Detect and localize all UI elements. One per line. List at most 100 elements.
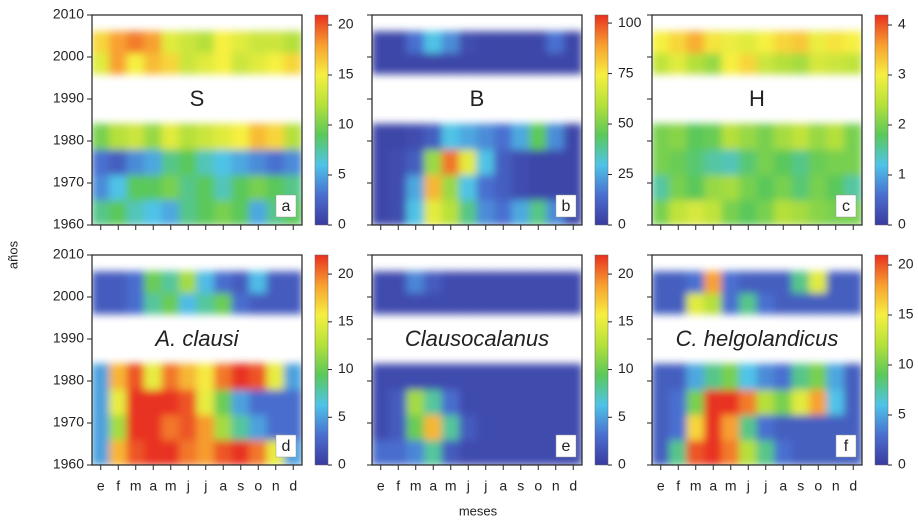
heatmap-cell xyxy=(721,363,740,390)
panel-title: Clausocalanus xyxy=(405,326,549,351)
heatmap-cell xyxy=(459,148,478,176)
heatmap-cell xyxy=(756,388,775,416)
heatmap-cell xyxy=(669,292,688,315)
heatmap-cell xyxy=(529,388,548,416)
heatmap-cell xyxy=(126,174,145,201)
heatmap-cell xyxy=(441,174,460,201)
heatmap-cell xyxy=(179,148,198,176)
heatmap-cell xyxy=(459,123,478,150)
heatmap-cell xyxy=(826,31,845,54)
heatmap-cell xyxy=(564,148,582,176)
heatmap-cell xyxy=(844,414,862,441)
heatmap-cell xyxy=(529,292,548,315)
heatmap-cell xyxy=(704,174,723,201)
heatmap-cell xyxy=(546,414,565,441)
heatmap-cell xyxy=(231,292,250,315)
heatmap-cell xyxy=(476,414,495,441)
panel-letter: a xyxy=(282,198,291,215)
heatmap-cell xyxy=(214,174,233,201)
x-tick-label: f xyxy=(396,478,400,494)
heatmap-cell xyxy=(739,123,758,150)
heatmap-cell xyxy=(529,439,548,465)
heatmap-cell xyxy=(669,388,688,416)
y-tick-label: 1960 xyxy=(53,456,84,472)
heatmap-cell xyxy=(774,52,793,75)
x-tick-label: j xyxy=(466,478,470,494)
heatmap-cell xyxy=(721,174,740,201)
heatmap-cell xyxy=(844,174,862,201)
x-tick-label: f xyxy=(116,478,120,494)
x-tick-label: s xyxy=(237,478,244,494)
heatmap-cell xyxy=(424,31,443,54)
heatmap-cell xyxy=(92,414,110,441)
heatmap-cell xyxy=(756,148,775,176)
heatmap-cell xyxy=(231,174,250,201)
heatmap-cell xyxy=(214,52,233,75)
heatmap-cell xyxy=(529,271,548,294)
heatmap-cell xyxy=(739,363,758,390)
heatmap-cell xyxy=(844,31,862,54)
heatmap-cell xyxy=(494,271,513,294)
heatmap-cell xyxy=(92,439,110,465)
heatmap-cell xyxy=(652,31,670,54)
heatmap-cell xyxy=(721,414,740,441)
heatmap-cell xyxy=(826,363,845,390)
heatmap-cell xyxy=(494,292,513,315)
heatmap-cell xyxy=(389,292,408,315)
heatmap-cell xyxy=(564,414,582,441)
heatmap-cell xyxy=(389,148,408,176)
colorbar xyxy=(314,254,329,466)
heatmap-cell xyxy=(739,148,758,176)
heatmap-cell xyxy=(459,174,478,201)
heatmap-cell xyxy=(92,363,110,390)
x-tick-label: n xyxy=(552,478,560,494)
heatmap-cell xyxy=(669,31,688,54)
heatmap-cell xyxy=(92,123,110,150)
heatmap-cell xyxy=(774,174,793,201)
heatmap-cell xyxy=(231,363,250,390)
heatmap-cell xyxy=(441,414,460,441)
heatmap-cell xyxy=(686,123,705,150)
heatmap-cell xyxy=(459,52,478,75)
heatmap-cell xyxy=(546,31,565,54)
heatmap-cells xyxy=(372,271,582,465)
heatmap-cell xyxy=(704,199,723,225)
heatmap-cell xyxy=(161,31,180,54)
letter-box xyxy=(835,194,857,218)
heatmap-cell xyxy=(214,148,233,176)
heatmap-cell xyxy=(704,414,723,441)
x-tick-label: e xyxy=(657,478,665,494)
heatmap-cell xyxy=(529,414,548,441)
heatmap-cell xyxy=(704,439,723,465)
heatmap-cell xyxy=(652,199,670,225)
heatmap-cell xyxy=(546,292,565,315)
heatmap-cell xyxy=(739,271,758,294)
label-box xyxy=(373,322,581,356)
heatmap-cell xyxy=(424,414,443,441)
heatmap-cell xyxy=(476,148,495,176)
plot-frame xyxy=(91,254,303,466)
colorbar-tick-label: 20 xyxy=(338,265,354,281)
heatmap-cell xyxy=(266,388,285,416)
label-box xyxy=(93,82,301,116)
heatmap-cell xyxy=(564,271,582,294)
heatmap-cell xyxy=(529,363,548,390)
heatmap-cell xyxy=(476,388,495,416)
heatmap-cell xyxy=(109,363,128,390)
heatmap-cell xyxy=(529,52,548,75)
heatmap-cell xyxy=(546,123,565,150)
heatmap-cell xyxy=(652,123,670,150)
heatmap-cell xyxy=(161,148,180,176)
heatmap-cell xyxy=(196,271,215,294)
heatmap-cell xyxy=(774,363,793,390)
heatmap-cells xyxy=(372,31,582,225)
x-tick-label: e xyxy=(97,478,105,494)
heatmap-cell xyxy=(179,123,198,150)
colorbar-tick-label: 20 xyxy=(898,256,914,272)
heatmap-cell xyxy=(231,199,250,225)
heatmap-cell xyxy=(826,148,845,176)
heatmap-cell xyxy=(564,174,582,201)
heatmap-cell xyxy=(441,31,460,54)
colorbar-tick-label: 15 xyxy=(898,306,914,322)
heatmap-cell xyxy=(494,363,513,390)
